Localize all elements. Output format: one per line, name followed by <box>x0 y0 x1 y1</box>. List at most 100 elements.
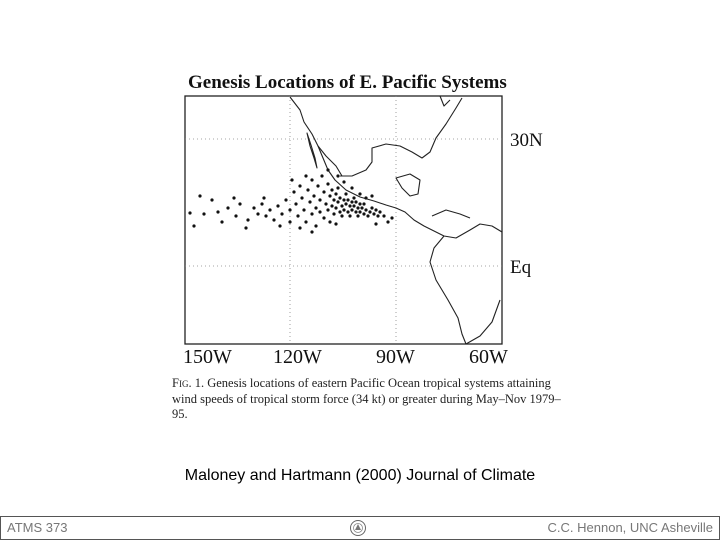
university-seal-icon <box>350 520 366 536</box>
genesis-point <box>390 216 394 220</box>
genesis-point <box>320 174 324 178</box>
longitude-label-150w: 150W <box>183 346 232 368</box>
genesis-point <box>324 202 328 206</box>
genesis-point <box>332 198 336 202</box>
genesis-point <box>310 178 314 182</box>
longitude-label-90w: 90W <box>376 346 415 368</box>
genesis-point <box>344 192 348 196</box>
genesis-point <box>268 208 272 212</box>
genesis-point <box>272 218 276 222</box>
genesis-point <box>308 200 312 204</box>
genesis-point <box>342 180 346 184</box>
genesis-point <box>330 188 334 192</box>
genesis-point <box>192 224 196 228</box>
genesis-point <box>362 212 366 216</box>
genesis-point <box>330 204 334 208</box>
genesis-point <box>352 204 356 208</box>
genesis-point <box>346 210 350 214</box>
figure-caption: Fig. 1. Genesis locations of eastern Pac… <box>172 376 564 423</box>
coastline <box>289 95 503 345</box>
genesis-point <box>260 202 264 206</box>
genesis-point <box>216 210 220 214</box>
genesis-point <box>354 210 358 214</box>
genesis-point <box>238 202 242 206</box>
genesis-point <box>284 198 288 202</box>
genesis-point <box>338 210 342 214</box>
genesis-point <box>340 214 344 218</box>
genesis-point <box>338 196 342 200</box>
genesis-point <box>262 196 266 200</box>
genesis-point <box>294 202 298 206</box>
genesis-point <box>348 214 352 218</box>
genesis-point <box>358 210 362 214</box>
latitude-label-eq: Eq <box>510 257 532 278</box>
genesis-point <box>376 214 380 218</box>
footer-author-label: C.C. Hennon, UNC Asheville <box>547 520 713 535</box>
genesis-point <box>306 188 310 192</box>
genesis-point <box>328 220 332 224</box>
genesis-point <box>344 202 348 206</box>
genesis-point <box>350 186 354 190</box>
genesis-point <box>354 200 358 204</box>
genesis-point <box>372 212 376 216</box>
figure-caption-text: Genesis locations of eastern Pacific Oce… <box>172 376 561 421</box>
latitude-label-30n: 30N <box>510 130 543 151</box>
genesis-point <box>340 204 344 208</box>
genesis-point <box>382 214 386 218</box>
figure-caption-label: Fig. 1. <box>172 376 205 390</box>
genesis-point <box>314 224 318 228</box>
genesis-point <box>316 184 320 188</box>
genesis-point <box>198 194 202 198</box>
genesis-point <box>364 196 368 200</box>
genesis-point <box>374 208 378 212</box>
genesis-point <box>276 204 280 208</box>
genesis-point <box>326 168 330 172</box>
genesis-point <box>264 214 268 218</box>
map-frame <box>184 95 503 345</box>
genesis-point <box>304 220 308 224</box>
genesis-point <box>318 198 322 202</box>
genesis-point <box>336 174 340 178</box>
genesis-point <box>322 216 326 220</box>
genesis-point <box>358 202 362 206</box>
genesis-point <box>278 224 282 228</box>
genesis-point <box>350 208 354 212</box>
genesis-point <box>210 198 214 202</box>
longitude-label-60w: 60W <box>469 346 508 368</box>
genesis-point <box>280 212 284 216</box>
genesis-point <box>322 190 326 194</box>
genesis-point <box>292 190 296 194</box>
genesis-point <box>348 204 352 208</box>
genesis-point <box>226 206 230 210</box>
genesis-point <box>334 206 338 210</box>
genesis-point <box>370 194 374 198</box>
genesis-point <box>296 214 300 218</box>
genesis-point <box>342 198 346 202</box>
genesis-point <box>234 214 238 218</box>
genesis-point <box>332 212 336 216</box>
map-gridlines <box>185 96 502 344</box>
genesis-point <box>336 200 340 204</box>
genesis-point <box>302 208 306 212</box>
genesis-point <box>300 196 304 200</box>
genesis-point <box>298 226 302 230</box>
genesis-point <box>360 206 364 210</box>
genesis-point <box>246 218 250 222</box>
genesis-point <box>342 208 346 212</box>
genesis-point <box>256 212 260 216</box>
genesis-point <box>318 210 322 214</box>
genesis-point <box>364 208 368 212</box>
genesis-point <box>326 182 330 186</box>
source-credit: Maloney and Hartmann (2000) Journal of C… <box>184 467 536 484</box>
footer-course-label: ATMS 373 <box>7 520 68 535</box>
genesis-point <box>252 206 256 210</box>
genesis-point <box>220 220 224 224</box>
genesis-point <box>358 192 362 196</box>
genesis-point <box>374 222 378 226</box>
genesis-point <box>310 230 314 234</box>
genesis-point <box>346 198 350 202</box>
figure-title: Genesis Locations of E. Pacific Systems <box>188 72 507 93</box>
genesis-point <box>350 200 354 204</box>
genesis-point <box>312 194 316 198</box>
